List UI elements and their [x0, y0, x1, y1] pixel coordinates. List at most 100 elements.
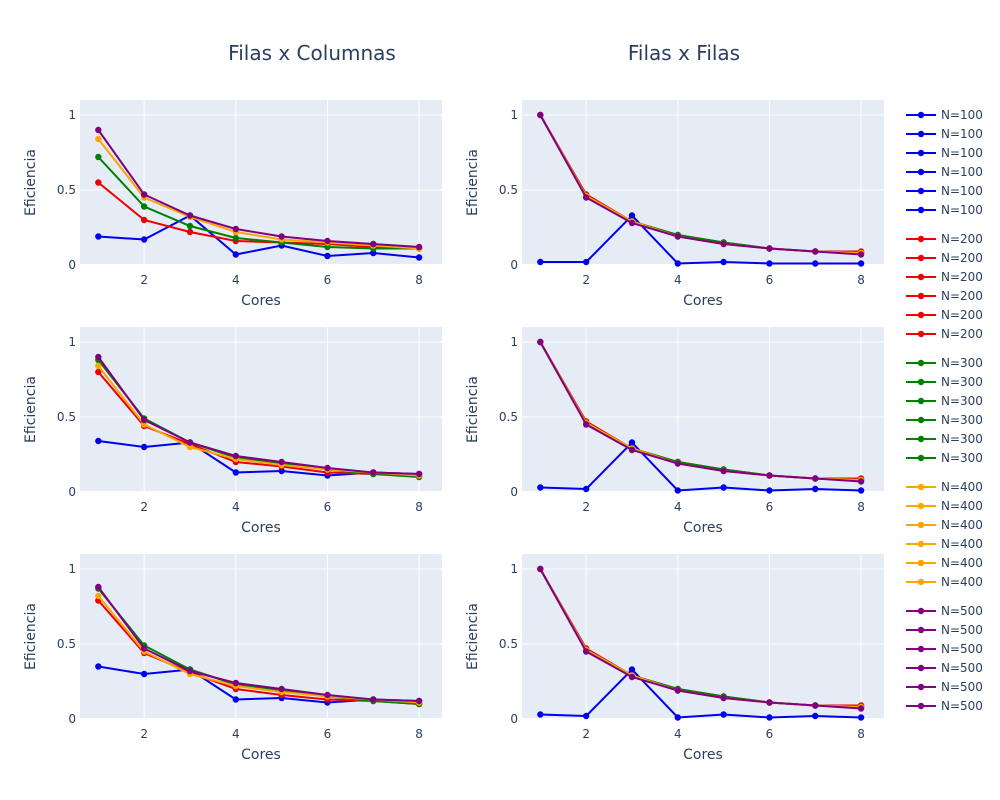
series-line [97, 156, 420, 250]
data-point [324, 243, 331, 251]
data-point [674, 460, 681, 467]
subplot-4: 2 4 6 8 0 0.5 1 Cores Eficiencia [465, 327, 884, 536]
x-tick-label: 8 [857, 273, 865, 287]
legend-item[interactable]: N=500 [906, 642, 983, 656]
series-line [97, 586, 420, 702]
data-point [140, 670, 148, 678]
legend-item[interactable]: N=500 [906, 699, 983, 713]
legend-item[interactable]: N=100 [906, 108, 983, 122]
legend-item[interactable]: N=400 [906, 480, 983, 494]
legend-item[interactable]: N=200 [906, 270, 983, 284]
data-point [766, 260, 773, 267]
legend-item[interactable]: N=300 [906, 413, 983, 427]
legend-item[interactable]: N=400 [906, 556, 983, 570]
y-tick-label: 1 [68, 562, 76, 576]
legend-label: N=500 [941, 699, 983, 713]
series-line [97, 587, 420, 705]
legend-item[interactable]: N=300 [906, 451, 983, 465]
legend-label: N=300 [941, 375, 983, 389]
legend-item[interactable]: N=300 [906, 356, 983, 370]
data-point [812, 712, 819, 720]
legend-item[interactable]: N=100 [906, 146, 983, 160]
legend-item[interactable]: N=300 [906, 375, 983, 389]
legend-item[interactable]: N=200 [906, 289, 983, 303]
legend-label: N=400 [941, 518, 983, 532]
data-point [415, 254, 423, 261]
legend-item[interactable]: N=300 [906, 394, 983, 408]
legend[interactable]: N=100 N=100 N=100 N=100 N=100 N=100 N=200 N=200… [906, 108, 983, 713]
legend-item[interactable]: N=500 [906, 680, 983, 694]
legend-item[interactable]: N=200 [906, 251, 983, 265]
series-line [540, 668, 862, 719]
data-point [766, 472, 773, 479]
legend-marker [917, 483, 925, 491]
x-tick-label: 8 [857, 500, 865, 514]
legend-item[interactable]: N=200 [906, 232, 983, 246]
data-point [232, 225, 239, 233]
data-point [628, 666, 636, 673]
legend-item[interactable]: N=500 [906, 623, 983, 637]
series-n-500 [95, 583, 423, 705]
legend-item[interactable]: N=400 [906, 499, 983, 513]
data-point [324, 691, 331, 699]
x-tick-label: 2 [582, 500, 590, 514]
y-tick-label: 1 [510, 335, 518, 349]
title-right: Filas x Filas [628, 41, 740, 65]
data-point [140, 191, 148, 198]
data-point [720, 694, 727, 702]
legend-item[interactable]: N=100 [906, 165, 983, 179]
legend-item[interactable]: N=100 [906, 184, 983, 198]
plot-background [522, 327, 884, 492]
y-axis-title: Eficiencia [465, 149, 481, 216]
legend-item[interactable]: N=400 [906, 537, 983, 551]
legend-marker [917, 273, 925, 281]
data-point [95, 362, 102, 370]
data-point [278, 458, 285, 466]
legend-item[interactable]: N=300 [906, 432, 983, 446]
x-tick-label: 6 [324, 273, 332, 287]
series-n-100 [537, 666, 865, 721]
data-point [674, 714, 681, 721]
legend-marker [917, 359, 925, 367]
legend-item[interactable]: N=400 [906, 575, 983, 589]
legend-label: N=100 [941, 165, 983, 179]
legend-item[interactable]: N=400 [906, 518, 983, 532]
y-tick-label: 0.5 [57, 637, 76, 651]
legend-label: N=200 [941, 327, 983, 341]
legend-item[interactable]: N=500 [906, 604, 983, 618]
subplot-2: 2 4 6 8 0 0.5 1 Cores Eficiencia [465, 100, 884, 309]
legend-label: N=400 [941, 575, 983, 589]
data-point [95, 583, 102, 591]
data-point [232, 469, 239, 476]
x-axis-title: Cores [683, 293, 723, 309]
x-tick-label: 4 [232, 500, 240, 514]
y-axis-title: Eficiencia [23, 603, 39, 670]
legend-item[interactable]: N=500 [906, 661, 983, 675]
data-point [582, 258, 590, 266]
legend-item[interactable]: N=100 [906, 127, 983, 141]
data-point [278, 467, 285, 475]
legend-marker [917, 626, 925, 634]
data-point [812, 702, 819, 709]
series-line [97, 129, 420, 248]
data-point [766, 699, 773, 706]
legend-marker [917, 702, 925, 710]
legend-item[interactable]: N=200 [906, 327, 983, 341]
data-point [95, 135, 102, 143]
legend-item[interactable]: N=100 [906, 203, 983, 217]
y-tick-label: 1 [510, 562, 518, 576]
legend-item[interactable]: N=200 [906, 308, 983, 322]
series-line [539, 341, 862, 483]
data-point [537, 111, 544, 119]
legend-marker [917, 397, 925, 405]
data-point [720, 258, 727, 266]
legend-label: N=200 [941, 251, 983, 265]
legend-label: N=100 [941, 127, 983, 141]
series-line [540, 214, 862, 265]
series-line [98, 214, 420, 259]
legend-marker [917, 149, 925, 157]
legend-label: N=400 [941, 480, 983, 494]
x-tick-label: 2 [582, 727, 590, 741]
data-point [537, 258, 544, 266]
x-tick-label: 8 [857, 727, 865, 741]
